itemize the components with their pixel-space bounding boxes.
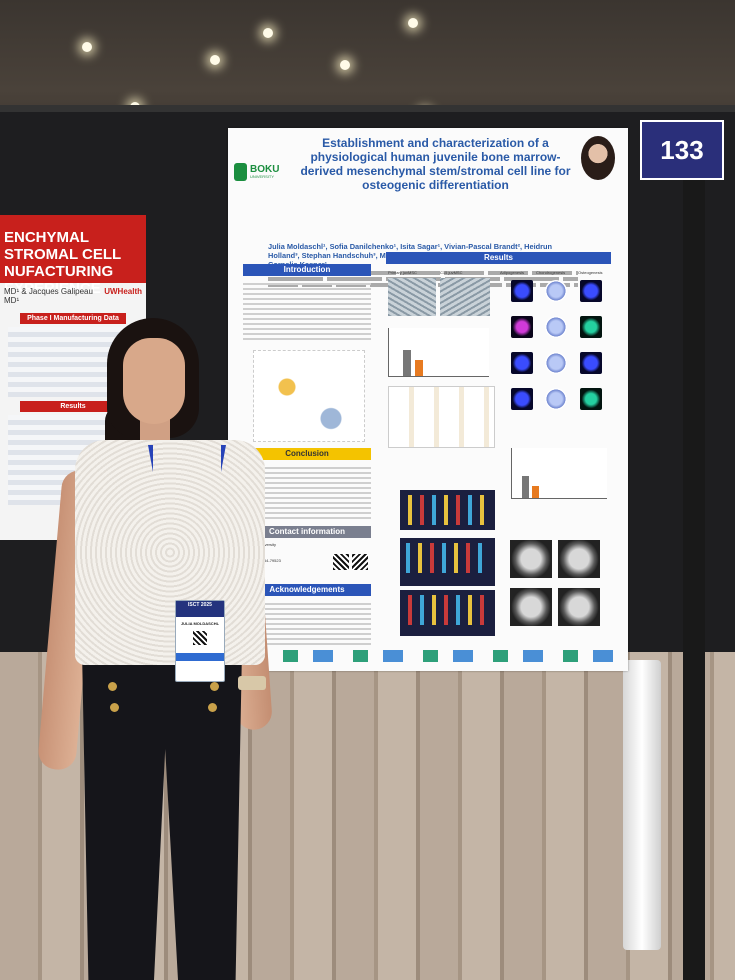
booth-number: 133 <box>640 120 724 180</box>
label-c15: C15 juvMSC <box>440 270 463 275</box>
karyotype-image <box>400 490 495 530</box>
label-osteogenesis: Osteogenesis <box>578 270 603 275</box>
label-adipogenesis: Adipogenesis <box>500 270 525 275</box>
board-post <box>683 120 705 980</box>
flow-cytometry <box>388 386 495 448</box>
micro-image <box>511 388 533 410</box>
micro-image <box>511 280 533 302</box>
left-poster-header: ENCHYMAL STROMAL CELL NUFACTURING EXPERI… <box>0 215 146 297</box>
karyotype-image <box>400 590 495 636</box>
section-results: Results <box>386 252 611 264</box>
lace-top <box>75 440 265 665</box>
qr-code <box>333 554 349 570</box>
ceiling-light <box>82 42 92 52</box>
name-badge: ISCT 2025 JULIA MOLDASCHL <box>175 600 225 682</box>
face <box>123 338 185 424</box>
badge-event: ISCT 2025 <box>176 601 224 617</box>
chondro-image <box>545 352 567 374</box>
badge-qr-code <box>193 631 207 645</box>
boku-logo-mark <box>234 163 247 181</box>
left-poster-title-1: ENCHYMAL STROMAL CELL <box>4 229 122 263</box>
micro-image <box>511 316 533 338</box>
microscopy-primary <box>388 278 436 316</box>
micro-image <box>511 352 533 374</box>
trouser-button <box>108 682 117 691</box>
trouser-button <box>110 703 119 712</box>
sem-image <box>510 540 552 578</box>
badge-name: JULIA MOLDASCHL <box>180 621 220 626</box>
left-poster-author-row: MD¹ & Jacques Galipeau MD¹ UWHealth <box>0 283 146 309</box>
board-leg <box>623 660 661 950</box>
boku-logo-subtext: UNIVERSITY <box>250 174 275 179</box>
chondro-image <box>545 388 567 410</box>
ceiling-light <box>210 55 220 65</box>
micro-image <box>580 352 602 374</box>
microscopy-c15 <box>440 278 490 316</box>
micro-image <box>580 388 602 410</box>
micro-image <box>580 280 602 302</box>
ceiling-light <box>340 60 350 70</box>
sem-image <box>558 588 600 626</box>
label-chondrogenesis: Chondrogenesis <box>536 270 566 275</box>
trouser-button <box>208 703 217 712</box>
differentiation-chart <box>511 448 607 499</box>
trouser-button <box>210 682 219 691</box>
badge-footer <box>176 653 224 661</box>
boku-logo-text: BOKU <box>250 164 280 175</box>
boku-logo: BOKU UNIVERSITY <box>234 161 290 183</box>
label-primary: Primary juvMSC <box>388 270 417 275</box>
introduction-text <box>243 280 371 340</box>
karyotype-image <box>400 538 495 586</box>
left-poster-section: Results <box>20 401 126 412</box>
main-poster: BOKU UNIVERSITY Establishment and charac… <box>228 128 628 671</box>
sem-image <box>558 540 600 578</box>
micro-image <box>580 316 602 338</box>
section-acknowledgements: Acknowledgements <box>243 584 371 596</box>
growth-chart <box>388 328 489 377</box>
ceiling-light <box>408 18 418 28</box>
left-poster-title-2: NUFACTURING EXPERIENCE <box>4 263 114 297</box>
section-introduction: Introduction <box>243 264 371 276</box>
section-conclusion: Conclusion <box>243 448 371 460</box>
author-photo <box>581 136 615 180</box>
sponsor-logos <box>243 650 613 662</box>
poster-title: Establishment and characterization of a … <box>300 136 571 192</box>
left-poster-section: Phase I Manufacturing Data <box>20 313 126 324</box>
left-poster-authors: MD¹ & Jacques Galipeau MD¹ <box>4 287 93 305</box>
ceiling-light <box>263 28 273 38</box>
sem-image <box>510 588 552 626</box>
chondro-image <box>545 316 567 338</box>
section-contact: Contact information <box>243 526 371 538</box>
introduction-figure <box>253 350 365 442</box>
qr-code <box>352 554 368 570</box>
left-poster-logo: UWHealth <box>104 287 142 296</box>
wristwatch <box>238 676 266 690</box>
chondro-image <box>545 280 567 302</box>
